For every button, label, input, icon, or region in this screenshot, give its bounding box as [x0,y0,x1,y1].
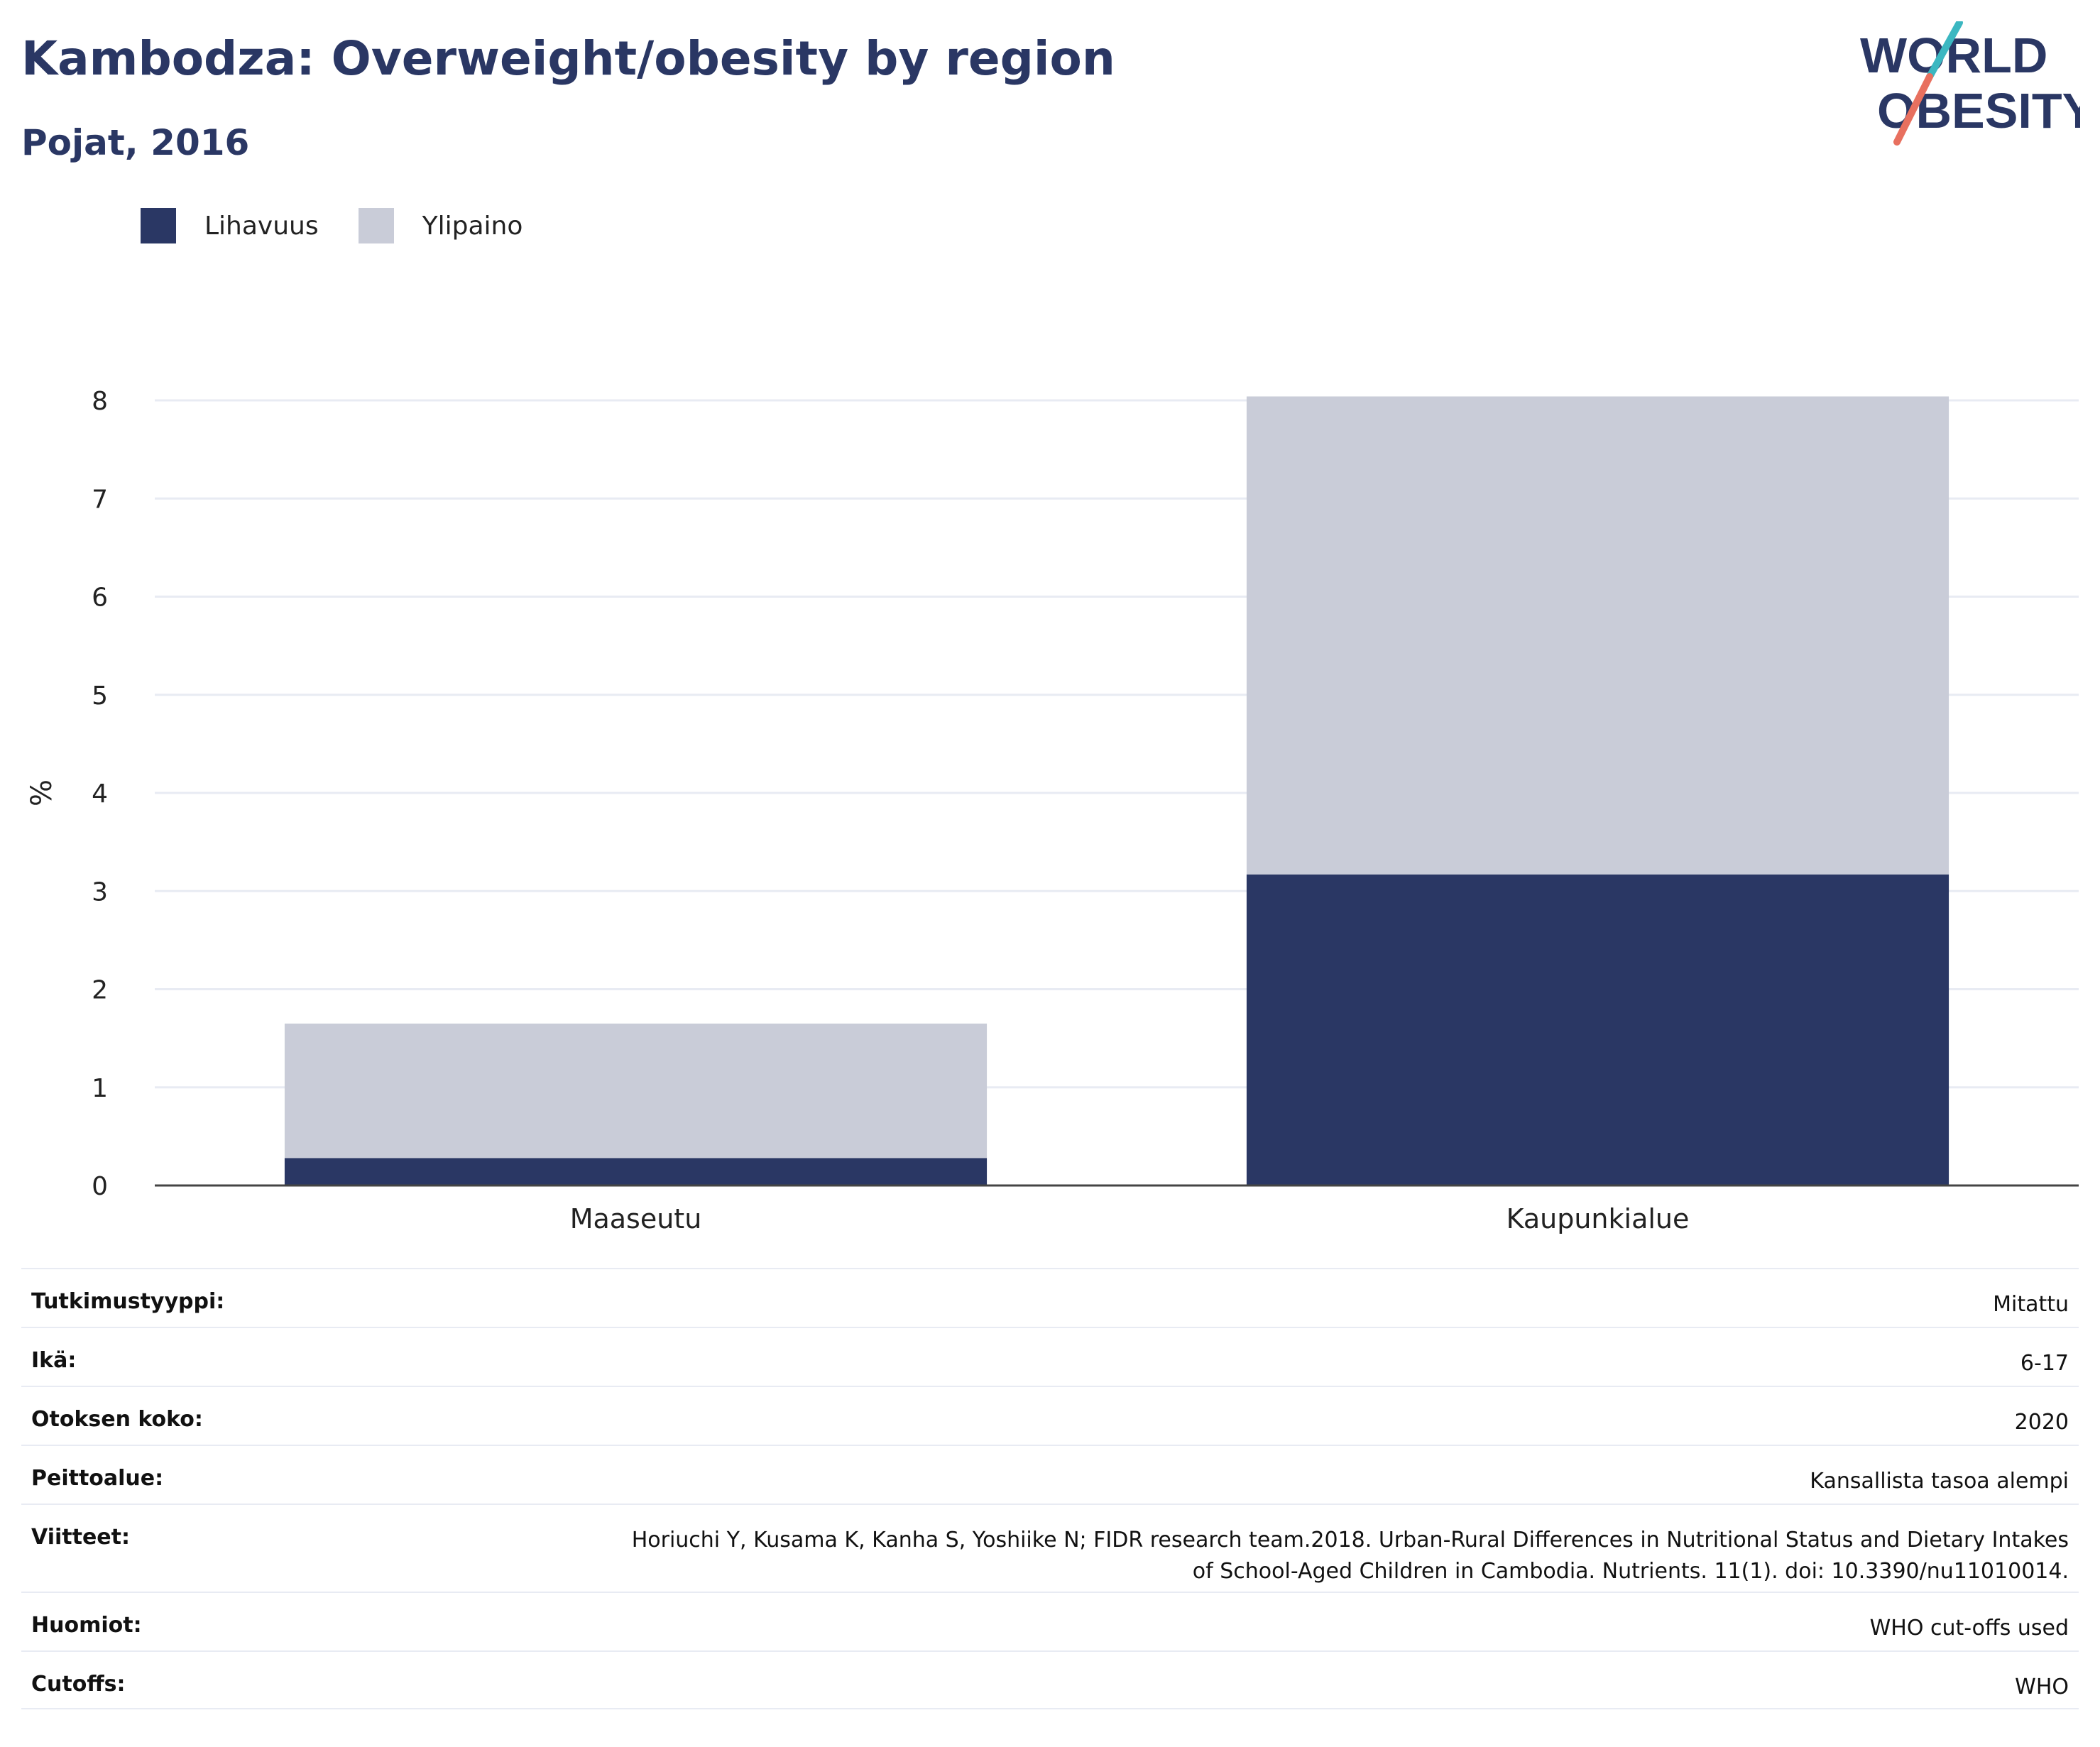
chart-subtitle: Pojat, 2016 [21,122,250,163]
logo-slash-top [1926,21,1963,80]
bar-lihavuus-maaseutu[interactable] [284,1158,988,1185]
info-key: Peittoalue: [31,1466,164,1491]
x-tick-label: Kaupunkialue [1506,1203,1690,1234]
y-tick-label: 4 [92,779,108,809]
info-value: Horiuchi Y, Kusama K, Kanha S, Yoshiike … [632,1525,2069,1587]
info-key: Tutkimustyyppi: [31,1289,225,1314]
info-row-study-type: Tutkimustyyppi: Mitattu [21,1268,2079,1327]
x-tick-label: Maaseutu [570,1203,702,1234]
y-tick-label: 7 [92,485,108,514]
bar-ylipaino-kaupunkialue[interactable] [1246,396,1949,875]
chart-legend: Lihavuus Ylipaino [141,208,562,243]
info-value: Mitattu [1993,1292,2069,1317]
info-row-notes: Huomiot: WHO cut-offs used [21,1592,2079,1650]
legend-label-ylipaino: Ylipaino [422,211,523,241]
reference-line-1: Horiuchi Y, Kusama K, Kanha S, Yoshiike … [631,1528,2069,1552]
stacked-bar-chart: 0 1 2 3 4 5 6 7 8 Maaseutu Kaupunkialue% [26,387,2079,1234]
info-value: Kansallista tasoa alempi [1810,1469,2069,1494]
y-tick-label: 6 [92,584,108,613]
info-key: Otoksen koko: [31,1407,203,1432]
legend-swatch-ylipaino [358,208,394,243]
info-row-references: Viitteet: Horiuchi Y, Kusama K, Kanha S,… [21,1504,2079,1592]
y-tick-label: 0 [92,1172,108,1201]
info-key: Cutoffs: [31,1672,126,1697]
logo-line2: OBESITY [1877,83,2080,138]
info-value: WHO [2015,1675,2069,1699]
chart-title: Kambodza: Overweight/obesity by region [21,31,1115,86]
info-row-age: Ikä: 6-17 [21,1327,2079,1386]
info-key: Viitteet: [31,1525,130,1550]
info-row-cutoffs: Cutoffs: WHO [21,1650,2079,1709]
y-tick-label: 1 [92,1074,108,1103]
bar-ylipaino-maaseutu[interactable] [284,1023,988,1159]
info-key: Huomiot: [31,1613,142,1638]
y-axis-label: % [26,779,58,806]
info-value: 6-17 [2020,1351,2069,1376]
info-row-sample-size: Otoksen koko: 2020 [21,1386,2079,1445]
study-info-table: Tutkimustyyppi: Mitattu Ikä: 6-17 Otokse… [21,1268,2079,1709]
info-value: 2020 [2014,1410,2069,1435]
y-tick-label: 2 [92,976,108,1005]
y-tick-label: 3 [92,877,108,907]
y-tick-label: 8 [92,387,108,416]
world-obesity-logo: WORLD OBESITY [1860,21,2080,146]
reference-line-2: of School-Aged Children in Cambodia. Nut… [1192,1559,2069,1584]
legend-swatch-lihavuus [141,208,176,243]
legend-item-ylipaino[interactable]: Ylipaino [358,208,523,243]
legend-item-lihavuus[interactable]: Lihavuus [141,208,319,243]
y-tick-label: 5 [92,681,108,711]
bar-lihavuus-kaupunkialue[interactable] [1246,874,1949,1185]
legend-label-lihavuus: Lihavuus [204,211,319,241]
info-row-coverage: Peittoalue: Kansallista tasoa alempi [21,1445,2079,1504]
logo-slash-bottom [1893,73,1933,146]
info-value: WHO cut-offs used [1869,1616,2069,1641]
info-key: Ikä: [31,1348,77,1373]
